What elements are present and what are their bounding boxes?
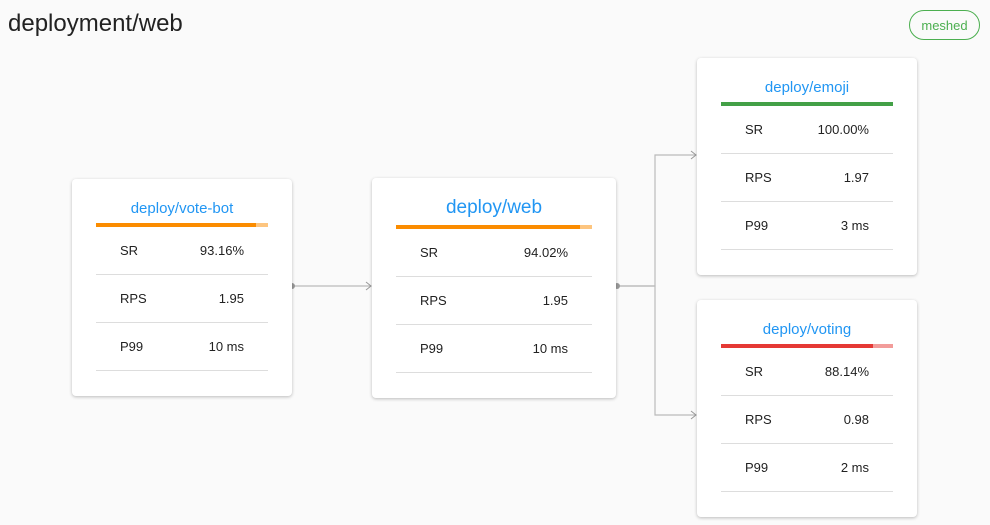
metric-row: RPS 1.95: [96, 275, 268, 323]
metric-label: SR: [420, 245, 439, 260]
metric-label: P99: [745, 460, 769, 475]
node-card-vote-bot[interactable]: deploy/vote-bot SR 93.16% RPS 1.95 P99 10 ms: [72, 179, 292, 396]
page-title: deployment/web: [8, 10, 183, 37]
success-rate-bar: [721, 344, 893, 348]
metric-row: SR 88.14%: [721, 348, 893, 396]
node-link[interactable]: deploy/voting: [762, 321, 852, 338]
metric-row: P99 10 ms: [96, 323, 268, 371]
metric-row: P99 2 ms: [721, 444, 893, 492]
arrow-icon: [690, 150, 697, 160]
edge-web-emoji: [617, 154, 696, 287]
metric-label: SR: [745, 364, 764, 379]
metric-label: RPS: [745, 412, 772, 427]
metric-label: P99: [120, 339, 144, 354]
success-rate-bar: [96, 223, 268, 227]
metric-value: 100.00%: [817, 122, 869, 137]
metric-value: 1.95: [218, 291, 244, 306]
metric-label: RPS: [120, 291, 147, 306]
node-link[interactable]: deploy/vote-bot: [130, 200, 234, 217]
metric-label: SR: [745, 122, 764, 137]
arrow-icon: [690, 410, 697, 420]
metric-row: P99 3 ms: [721, 202, 893, 250]
metric-value: 10 ms: [532, 341, 568, 356]
metric-row: SR 93.16%: [96, 227, 268, 275]
metric-row: RPS 0.98: [721, 396, 893, 444]
metric-row: RPS 1.95: [396, 277, 592, 325]
metric-value: 0.98: [843, 412, 869, 427]
metric-row: SR 94.02%: [396, 229, 592, 277]
node-card-voting[interactable]: deploy/voting SR 88.14% RPS 0.98 P99 2 ms: [697, 300, 917, 517]
metric-value: 93.16%: [199, 243, 244, 258]
node-link[interactable]: deploy/emoji: [764, 79, 850, 96]
metric-label: RPS: [745, 170, 772, 185]
metric-row: P99 10 ms: [396, 325, 592, 373]
arrow-icon: [365, 281, 372, 291]
status-badge: meshed: [909, 10, 980, 40]
node-link[interactable]: deploy/web: [445, 197, 543, 218]
node-card-emoji[interactable]: deploy/emoji SR 100.00% RPS 1.97 P99 3 ms: [697, 58, 917, 275]
node-card-web[interactable]: deploy/web SR 94.02% RPS 1.95 P99 10 ms: [372, 178, 616, 398]
metric-row: RPS 1.97: [721, 154, 893, 202]
metric-value: 1.95: [542, 293, 568, 308]
metric-value: 2 ms: [840, 460, 869, 475]
success-rate-bar: [721, 102, 893, 106]
metric-label: P99: [745, 218, 769, 233]
metric-label: P99: [420, 341, 444, 356]
metric-value: 88.14%: [824, 364, 869, 379]
metric-value: 10 ms: [208, 339, 244, 354]
metric-label: RPS: [420, 293, 447, 308]
metric-label: SR: [120, 243, 139, 258]
success-rate-bar: [396, 225, 592, 229]
metric-value: 3 ms: [840, 218, 869, 233]
metric-row: SR 100.00%: [721, 106, 893, 154]
metric-value: 94.02%: [523, 245, 568, 260]
metric-value: 1.97: [843, 170, 869, 185]
edge-web-voting: [617, 285, 696, 416]
